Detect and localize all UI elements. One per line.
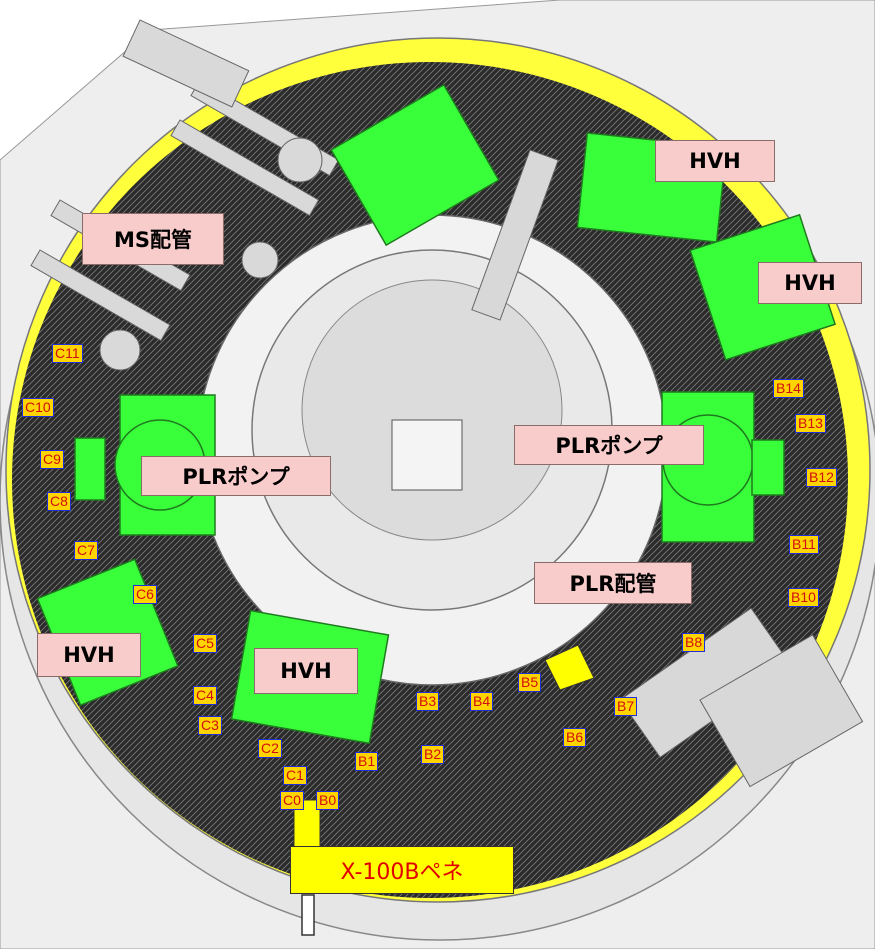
penetration-stub [301,894,315,936]
marker-c10: C10 [22,398,54,417]
marker-b5: B5 [518,673,542,692]
marker-c4: C4 [193,686,217,705]
marker-c1: C1 [283,766,307,785]
hvh-label-bottom: HVH [254,648,358,694]
marker-b1: B1 [355,752,379,771]
marker-c5: C5 [193,634,217,653]
yellow-object [544,644,595,691]
plr-piping-label: PLR配管 [534,562,692,604]
marker-b6: B6 [563,728,587,747]
hvh-unit-top [330,83,500,247]
marker-c0: C0 [280,791,304,810]
marker-b14: B14 [773,379,804,398]
plr-pump-label-left: PLRポンプ [141,456,331,496]
marker-b7: B7 [614,697,638,716]
marker-b13: B13 [795,414,826,433]
marker-b4: B4 [470,692,494,711]
marker-c11: C11 [52,344,83,363]
plr-pump-label-right: PLRポンプ [514,425,704,465]
marker-c9: C9 [40,450,64,469]
center-box [391,419,463,491]
penetration-label: X-100Bペネ [290,846,514,894]
marker-c3: C3 [198,716,222,735]
marker-b8: B8 [682,633,706,652]
marker-c6: C6 [133,585,157,604]
hvh-label-left: HVH [37,633,141,677]
marker-b3: B3 [416,692,440,711]
marker-b0: B0 [316,791,340,810]
marker-b10: B10 [788,588,819,607]
marker-c8: C8 [47,492,71,511]
marker-c2: C2 [258,739,282,758]
hvh-label-right: HVH [758,262,862,304]
marker-b12: B12 [806,468,837,487]
marker-c7: C7 [74,541,98,560]
marker-b11: B11 [789,535,819,554]
ms-piping-label: MS配管 [82,213,224,265]
hvh-label-top-right: HVH [655,140,775,182]
marker-b2: B2 [421,745,445,764]
